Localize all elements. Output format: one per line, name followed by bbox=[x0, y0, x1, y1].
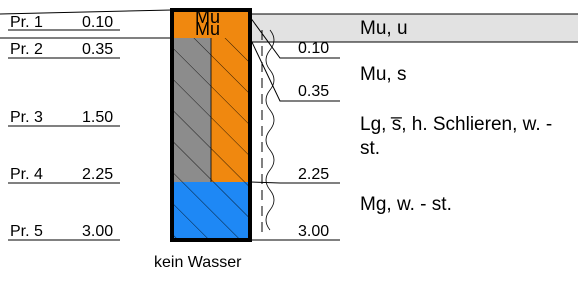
column-label: Mu bbox=[195, 20, 220, 38]
sample-name: Pr. 5 bbox=[10, 223, 43, 241]
layer-description: Mg, w. - st. bbox=[360, 193, 575, 217]
sample-name: Pr. 3 bbox=[10, 109, 43, 127]
sample-name: Pr. 2 bbox=[10, 41, 43, 59]
water-note: kein Wasser bbox=[154, 254, 241, 272]
sample-depth: 2.25 bbox=[82, 166, 113, 184]
layer-description: Mu, u bbox=[360, 17, 575, 41]
sample-depth: 0.10 bbox=[82, 14, 113, 32]
wave bbox=[266, 30, 274, 230]
borehole-log: Pr. 1 0.10 Pr. 2 0.35 Pr. 3 1.50 Pr. 4 2… bbox=[0, 0, 578, 282]
depth-label: 2.25 bbox=[298, 166, 329, 184]
sample-name: Pr. 4 bbox=[10, 166, 43, 184]
sample-depth: 1.50 bbox=[82, 109, 113, 127]
sample-name: Pr. 1 bbox=[10, 14, 43, 32]
depth-label: 0.10 bbox=[298, 40, 329, 58]
depth-label: 0.35 bbox=[298, 83, 329, 101]
layer-description: Lg, s̅, h. Schlieren, w. - st. bbox=[360, 113, 575, 161]
layer-description: Mu, s bbox=[360, 63, 575, 87]
depth-label: 3.00 bbox=[298, 223, 329, 241]
sample-depth: 0.35 bbox=[82, 41, 113, 59]
sample-depth: 3.00 bbox=[82, 223, 113, 241]
hatch bbox=[172, 182, 250, 240]
